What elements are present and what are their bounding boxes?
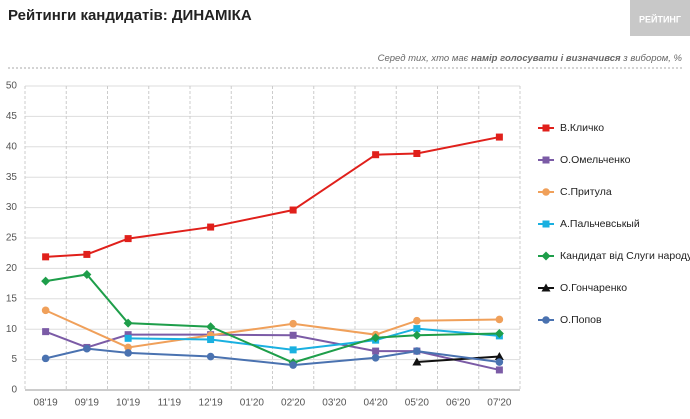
y-tick-label: 10: [6, 324, 18, 335]
point: [413, 149, 421, 157]
x-tick-label: 02'20: [281, 398, 306, 409]
logo-box: [630, 0, 690, 36]
point: [82, 269, 92, 279]
legend-marker: [542, 188, 550, 196]
point: [372, 347, 380, 355]
y-tick-label: 20: [6, 263, 18, 274]
point: [42, 253, 50, 261]
legend-marker: [541, 283, 551, 292]
subtitle-part: Серед тих, хто має: [378, 53, 471, 64]
y-tick-label: 50: [6, 81, 18, 92]
point: [83, 344, 91, 353]
legend-label: В.Кличко: [560, 122, 604, 134]
series-line: [128, 327, 500, 351]
point: [124, 334, 132, 342]
point: [123, 318, 133, 328]
subtitle-part: намір голосувати і визначився: [471, 53, 621, 64]
legend-label: С.Притула: [560, 186, 612, 198]
point: [495, 358, 504, 366]
y-tick-label: 15: [6, 293, 18, 304]
point: [124, 349, 132, 357]
subtitle-part: з вибором, %: [621, 53, 683, 64]
series-line: [45, 273, 500, 364]
legend-marker: [542, 220, 550, 228]
y-tick-label: 40: [6, 141, 18, 152]
point: [124, 331, 132, 339]
point: [289, 331, 297, 339]
legend-marker: [542, 124, 550, 132]
legend-label: О.Гончаренко: [560, 282, 627, 294]
y-tick-label: 25: [6, 233, 18, 244]
legend-label: Кандидат від Слуги народу: [560, 250, 690, 262]
x-tick-label: 07'20: [487, 398, 512, 409]
point: [83, 250, 91, 258]
point: [289, 319, 297, 328]
point: [206, 352, 215, 361]
point: [413, 347, 421, 355]
subtitle: Серед тих, хто має намір голосувати і ви…: [378, 53, 683, 64]
point: [372, 151, 380, 159]
point: [413, 325, 421, 333]
point: [289, 361, 297, 369]
y-tick-label: 30: [6, 202, 18, 213]
series-line: [45, 347, 500, 367]
chart-title: Рейтинги кандидатів: ДИНАМІКА: [8, 7, 252, 24]
legend-label: О.Попов: [560, 314, 602, 326]
x-tick-label: 01'20: [240, 398, 265, 409]
y-tick-label: 35: [6, 172, 18, 183]
point: [207, 336, 215, 344]
x-tick-label: 04'20: [364, 398, 389, 409]
logo: РЕЙТИНГ: [639, 13, 681, 24]
legend-marker: [541, 251, 551, 261]
point: [371, 353, 380, 362]
point: [42, 328, 50, 336]
series-line: [45, 330, 500, 371]
x-tick-label: 10'19: [116, 398, 141, 409]
point: [371, 333, 381, 343]
point: [124, 235, 132, 243]
point: [494, 328, 504, 338]
point: [41, 306, 50, 315]
y-tick-label: 45: [6, 111, 18, 122]
y-tick-label: 5: [11, 354, 17, 365]
point: [495, 366, 503, 374]
point: [206, 322, 216, 332]
x-tick-label: 08'19: [34, 398, 59, 409]
x-tick-label: 05'20: [405, 398, 430, 409]
x-tick-label: 12'19: [199, 398, 224, 409]
x-tick-label: 09'19: [75, 398, 100, 409]
point: [412, 330, 422, 340]
x-tick-label: 06'20: [446, 398, 471, 409]
point: [412, 357, 422, 366]
legend-marker: [542, 156, 550, 164]
point: [494, 352, 504, 361]
x-tick-label: 11'19: [158, 398, 182, 409]
x-tick-label: 03'20: [322, 398, 347, 409]
legend-marker: [542, 316, 550, 324]
series-line: [416, 355, 500, 364]
legend-label: О.Омельченко: [560, 154, 631, 166]
point: [207, 223, 215, 231]
point: [413, 316, 421, 325]
legend-label: А.Пальчевськый: [560, 218, 640, 230]
point: [289, 206, 297, 214]
point: [41, 354, 50, 363]
point: [41, 276, 51, 286]
point: [495, 133, 503, 141]
point: [495, 315, 504, 324]
y-tick-label: 0: [11, 385, 17, 396]
series-line: [45, 136, 500, 258]
point: [289, 346, 297, 354]
point: [124, 343, 132, 352]
